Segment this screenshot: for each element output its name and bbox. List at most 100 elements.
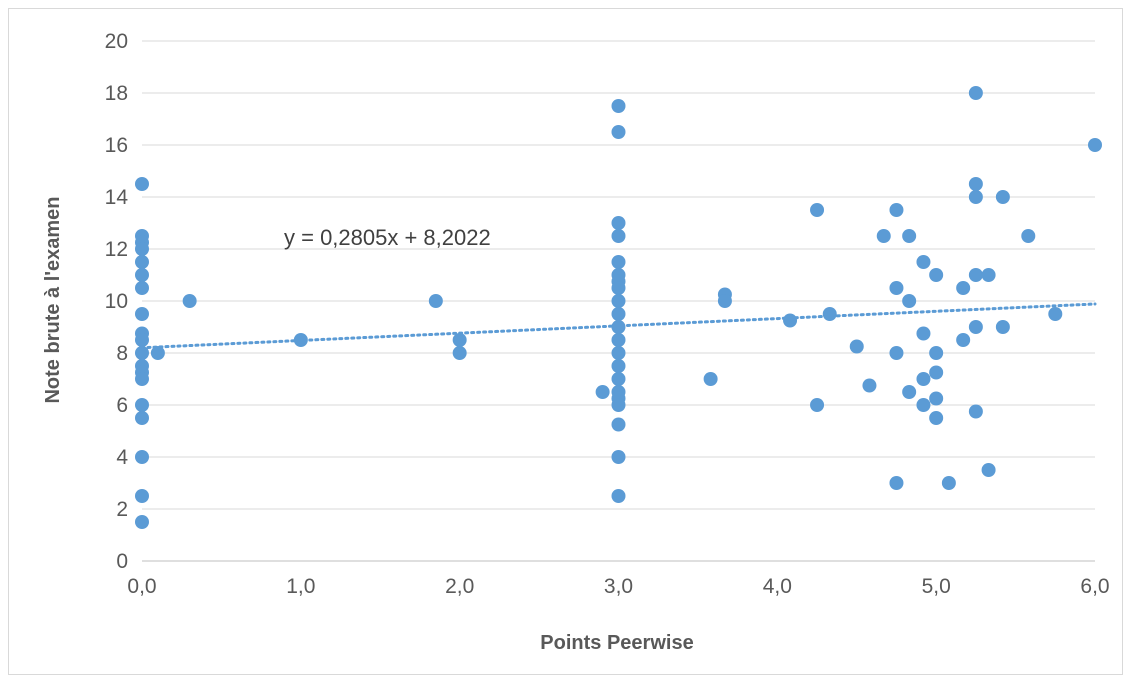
data-point — [968, 177, 983, 191]
data-point — [135, 255, 149, 269]
data-point — [611, 372, 626, 386]
y-tick-label: 12 — [105, 238, 128, 261]
data-point — [968, 190, 983, 204]
data-point — [611, 294, 626, 308]
data-point — [956, 281, 971, 295]
y-axis-title: Note brute à l'examen — [42, 196, 64, 403]
data-point — [135, 489, 149, 503]
data-point — [995, 320, 1010, 334]
data-point — [981, 268, 996, 282]
data-point — [611, 125, 626, 139]
data-point — [929, 365, 944, 380]
data-point — [929, 268, 944, 282]
data-point — [810, 398, 825, 412]
x-tick-label: 4,0 — [763, 575, 792, 598]
data-point — [452, 346, 467, 360]
y-tick-label: 16 — [105, 134, 128, 157]
scatter-chart: 0,0 1,0 2,0 3,0 4,0 5,0 6,0 02468101214161820 … — [42, 30, 1110, 654]
data-point — [135, 177, 149, 191]
data-point — [810, 203, 825, 217]
trendline-equation: y = 0,2805x + 8,2022 — [284, 225, 491, 250]
data-point — [929, 411, 944, 425]
data-point — [293, 333, 308, 347]
data-point — [783, 313, 798, 328]
data-point — [916, 398, 931, 412]
data-point — [876, 229, 891, 243]
y-tick-label: 18 — [105, 82, 128, 105]
data-point — [889, 281, 904, 295]
data-point — [611, 281, 626, 295]
x-tick-label: 2,0 — [445, 575, 474, 598]
x-axis-title: Points Peerwise — [540, 632, 693, 654]
data-point — [889, 203, 904, 217]
data-point — [995, 190, 1010, 204]
x-tick-label: 5,0 — [922, 575, 951, 598]
y-tick-label: 8 — [116, 342, 128, 365]
data-point — [611, 307, 626, 321]
data-point — [902, 385, 917, 399]
y-tick-label: 20 — [105, 30, 128, 53]
data-point — [135, 515, 149, 529]
data-point — [611, 398, 626, 412]
data-point — [849, 339, 864, 354]
x-axis-ticks: 0,0 1,0 2,0 3,0 4,0 5,0 6,0 — [127, 575, 1109, 598]
data-point — [452, 333, 467, 347]
data-point — [968, 86, 983, 100]
data-point — [611, 216, 626, 230]
y-tick-label: 10 — [105, 290, 128, 313]
data-point — [956, 333, 971, 347]
data-point — [1021, 229, 1036, 243]
data-point — [135, 411, 149, 425]
data-point — [1088, 138, 1102, 152]
data-point — [968, 320, 983, 334]
data-point — [428, 294, 443, 308]
data-point — [941, 476, 956, 490]
data-point — [611, 489, 626, 503]
data-point — [929, 391, 944, 406]
data-point — [968, 404, 983, 419]
data-point — [611, 346, 626, 360]
data-point — [889, 476, 904, 490]
data-point — [889, 346, 904, 360]
data-point — [929, 346, 944, 360]
data-point — [595, 385, 610, 399]
data-point — [916, 255, 931, 269]
data-point — [611, 359, 626, 373]
chart-area: 0,0 1,0 2,0 3,0 4,0 5,0 6,0 0 2 4 6 8 10 12 14 16 18 20 … — [8, 8, 1123, 675]
data-point — [135, 398, 149, 412]
data-point — [902, 294, 917, 308]
data-point — [902, 229, 917, 243]
data-point — [611, 417, 626, 432]
data-point — [703, 372, 718, 386]
data-point — [135, 333, 149, 347]
data-point — [182, 294, 197, 308]
data-point — [916, 372, 931, 386]
data-point — [611, 99, 626, 113]
data-point — [135, 307, 149, 321]
data-point — [916, 326, 931, 341]
x-tick-label: 0,0 — [127, 575, 156, 598]
data-point — [611, 450, 626, 464]
data-point — [135, 242, 149, 256]
data-point — [822, 307, 837, 321]
y-tick-label: 4 — [116, 446, 128, 469]
data-point — [611, 229, 626, 243]
data-point — [611, 320, 626, 334]
data-point — [135, 450, 149, 464]
x-tick-label: 3,0 — [604, 575, 633, 598]
data-point — [717, 294, 732, 308]
data-point — [150, 346, 165, 360]
y-tick-label: 2 — [116, 498, 128, 521]
y-tick-label: 6 — [116, 394, 128, 417]
data-point — [1048, 307, 1063, 321]
y-tick-label: 14 — [105, 186, 129, 209]
x-tick-label: 1,0 — [286, 575, 315, 598]
x-tick-label: 6,0 — [1080, 575, 1109, 598]
data-point — [135, 268, 149, 282]
data-points — [135, 86, 1102, 529]
data-point — [135, 372, 149, 386]
y-axis-ticks: 0 2 4 6 8 10 12 14 16 18 20 — [105, 30, 129, 573]
data-point — [862, 378, 877, 393]
data-point — [611, 255, 626, 269]
data-point — [968, 268, 983, 282]
